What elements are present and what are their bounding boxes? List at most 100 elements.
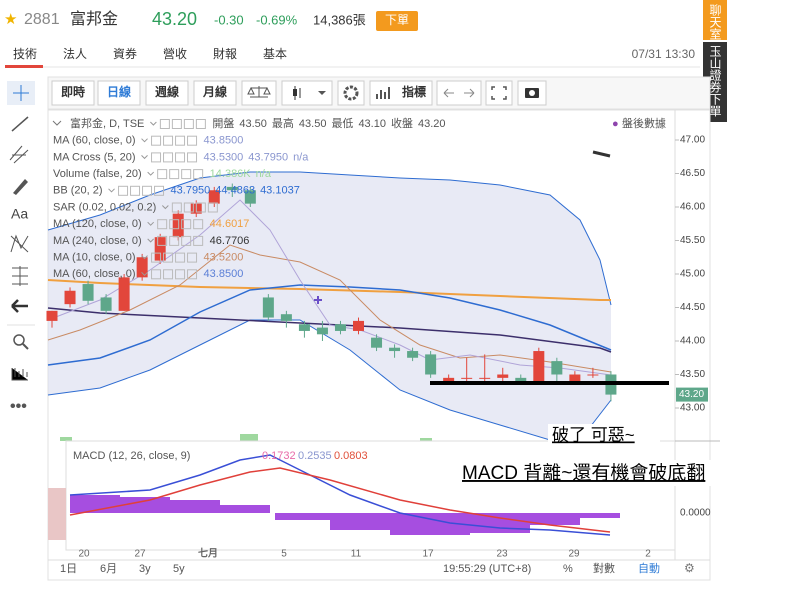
text-tool[interactable]: Aa [11, 206, 28, 222]
macd-line [69, 454, 611, 536]
candle-body [479, 377, 491, 379]
scale-icon [247, 86, 271, 98]
dropdown-icon [141, 155, 148, 160]
tab[interactable]: 技術 [13, 47, 37, 61]
signal-line [69, 467, 611, 533]
broker-tab-label[interactable]: 玉山證券下單 [708, 45, 722, 117]
after-hours[interactable]: 盤後數據 [622, 116, 666, 130]
toolbar-label[interactable]: 指標 [402, 84, 426, 99]
range-button[interactable]: 5y [173, 563, 185, 575]
candle-body [407, 351, 419, 358]
fib-tool[interactable] [9, 145, 29, 164]
toolbar-button[interactable] [51, 80, 95, 106]
star[interactable]: ★ [4, 11, 17, 28]
zoom-tool[interactable] [22, 343, 29, 350]
tab[interactable]: 營收 [163, 47, 187, 61]
dropdown-icon [318, 91, 326, 95]
crosshair-tool[interactable] [13, 85, 29, 101]
log-toggle[interactable]: 對數 [593, 561, 615, 575]
ma10-line [47, 244, 612, 373]
candle-body [136, 257, 148, 278]
fullscreen-button[interactable] [485, 80, 513, 106]
zoom-tool[interactable] [13, 334, 25, 346]
legend-icon [193, 235, 204, 246]
back-tool[interactable] [11, 299, 28, 313]
tab[interactable]: 法人 [63, 47, 87, 61]
toolbar-button[interactable] [145, 80, 189, 106]
bollinger-upper [47, 171, 612, 306]
macd-zero-label: 0.0000 [680, 508, 711, 519]
range-button[interactable]: 1日 [60, 563, 77, 575]
macd-legend-label: MACD (12, 26, close, 9) [73, 450, 190, 462]
chat-tab[interactable] [703, 0, 727, 40]
x-tick-label: 27 [134, 549, 146, 560]
legend-label: 富邦金, D, TSE [70, 116, 144, 130]
toolbar-label[interactable]: 週線 [155, 84, 179, 99]
pattern-tool[interactable] [10, 234, 29, 253]
settings-button[interactable] [337, 80, 365, 106]
range-button[interactable]: 6月 [100, 563, 117, 575]
toolbar-button[interactable] [97, 80, 141, 106]
range-button[interactable]: 3y [139, 563, 151, 575]
macd-histogram [70, 495, 270, 513]
candle-body [443, 377, 455, 382]
toolbar-label[interactable]: 日線 [107, 84, 131, 99]
dropdown-icon [147, 238, 155, 243]
settings-gear[interactable]: ⚙ [684, 561, 695, 575]
legend-value: 43.1037 [260, 185, 300, 197]
stock-name: 富邦金 [70, 10, 118, 28]
legend-icon [171, 202, 182, 213]
y-tick-label: 45.00 [680, 269, 705, 280]
legend-icon [163, 269, 174, 280]
trendline-tool[interactable] [11, 116, 29, 132]
toolbar-label[interactable]: 即時 [61, 84, 85, 99]
candle-body [46, 310, 58, 321]
candle-body [208, 190, 220, 204]
chart-type-button[interactable] [281, 80, 333, 106]
legend-label: MA (60, close, 0) [53, 135, 136, 147]
legend-value: 14.386K [210, 168, 252, 180]
change-pct: -0.69% [256, 12, 298, 27]
toolbar-label[interactable]: 月線 [202, 84, 227, 99]
toolbar-button[interactable] [193, 80, 237, 106]
auto-toggle[interactable]: 自動 [638, 561, 660, 575]
candle-body [100, 297, 112, 311]
candle-body [425, 354, 437, 375]
legend-icon [195, 119, 206, 129]
legend-icon [130, 185, 141, 196]
x-tick-label: 23 [496, 549, 508, 560]
tab[interactable]: 基本 [263, 47, 287, 61]
order-button-label[interactable]: 下單 [385, 13, 409, 27]
tab[interactable]: 資券 [113, 46, 137, 61]
candle-body [154, 237, 166, 261]
legend-value: 開盤 [212, 117, 234, 130]
percent-toggle[interactable]: % [563, 563, 573, 575]
brush-tool[interactable] [13, 179, 28, 195]
more-tools[interactable]: ••• [10, 398, 27, 415]
last-price-box [676, 387, 708, 402]
legend-value: 43.20 [418, 118, 446, 130]
measure-tool[interactable] [11, 368, 28, 381]
fullscreen-icon [491, 86, 507, 100]
dropdown-icon [141, 255, 148, 260]
legend-value: 43.8500 [204, 268, 244, 280]
active-tab-underline [5, 65, 43, 68]
drawn-stroke [592, 150, 611, 158]
legend-icon [118, 185, 129, 196]
candle-body [569, 374, 581, 382]
order-button[interactable] [376, 11, 418, 31]
prediction-tool[interactable] [12, 266, 28, 286]
undo-redo-button[interactable] [436, 80, 482, 106]
candle-body [533, 351, 545, 382]
candle-body [515, 377, 527, 382]
macd-histogram [275, 513, 620, 535]
legend-value: 43.50 [239, 118, 267, 130]
chat-tab-label[interactable]: 聊天室 [708, 4, 722, 40]
legend-icon [175, 135, 186, 146]
y-tick-label: 47.00 [680, 135, 705, 146]
legend-value: 43.7950 [248, 151, 288, 163]
candle-body [334, 324, 346, 331]
ma5-line [47, 199, 612, 376]
after-hours-dot: ● [612, 118, 619, 130]
tab[interactable]: 財報 [213, 46, 237, 61]
